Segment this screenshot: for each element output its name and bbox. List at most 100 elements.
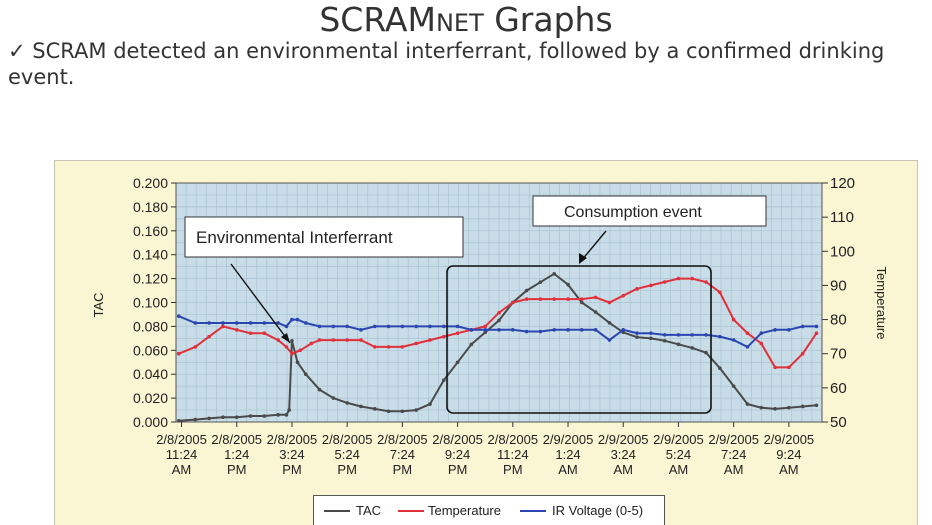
data-point-ir-voltage [193,321,198,325]
data-point-temperature [345,338,349,342]
x-tick-label: 2/9/2005 [598,432,649,447]
x-tick-label: 9:24 [445,447,470,462]
data-point-temperature [276,338,280,342]
x-tick-label: 11:24 [497,447,529,462]
data-point-ir-voltage [331,324,336,329]
y-tick-label: 0.120 [133,271,168,287]
x-tick-label: 1:24 [224,447,249,462]
data-point-ir-voltage [593,328,598,332]
legend-label-ir-voltage: IR Voltage (0-5) [552,503,644,518]
y2-tick-label: 70 [830,346,847,363]
data-point-temperature [745,331,750,336]
data-point-ir-voltage [248,321,253,325]
data-point-ir-voltage [295,317,300,322]
data-point-temperature [234,328,239,332]
data-point-temperature [414,341,418,346]
x-tick-label: 2/8/2005 [377,432,428,447]
y2-tick-label: 50 [830,414,847,431]
data-point-temperature [800,351,805,356]
data-point-ir-voltage [649,331,653,336]
x-tick-label: 5:24 [666,447,691,462]
x-tick-label: 2/9/2005 [543,432,594,447]
data-point-temperature [635,287,639,291]
legend-swatch-tac [324,510,350,512]
data-point-temperature [317,338,322,342]
data-point-temperature [441,334,446,339]
data-point-tac [690,346,695,350]
x-tick-label: 2/8/2005 [322,432,373,447]
y-tick-label: 0.000 [133,414,168,430]
annotation-arrowhead-consumption [579,253,587,264]
x-tick-label: AM [724,462,744,477]
data-point-tac [400,409,405,414]
x-tick-label: PM [227,462,247,477]
data-point-temperature [483,324,487,329]
data-point-ir-voltage [414,324,418,329]
y-tick-label: 0.040 [133,366,168,382]
x-tick-label: PM [393,462,413,477]
data-point-temperature [372,345,377,349]
y2-axis-title: Temperature [874,267,889,340]
data-point-temperature [290,351,294,356]
data-point-temperature [207,334,211,339]
data-point-ir-voltage [787,328,791,332]
y-tick-label: 0.200 [133,175,168,191]
x-tick-label: AM [779,462,799,477]
data-point-tac [759,405,764,410]
data-point-tac [745,402,750,406]
x-tick-label: PM [503,462,523,477]
x-tick-label: 7:24 [721,447,746,462]
data-point-tac [524,288,529,293]
x-tick-label: 11:24 [166,447,198,462]
data-point-ir-voltage [207,321,211,325]
annotation-arrowhead-interferrant [281,333,290,343]
annotation-arrow-interferrant [230,263,291,344]
data-point-tac [662,338,667,343]
x-tick-label: 2/9/2005 [764,432,815,447]
annotation-box-interferrant [184,216,464,258]
x-tick-label: PM [337,462,357,477]
data-point-tac [290,338,294,343]
y-tick-label: 0.060 [133,342,168,358]
slide-title-small: NET [435,9,484,37]
data-point-tac [345,401,349,405]
data-point-ir-voltage [524,329,529,334]
data-point-tac [207,416,211,421]
data-point-temperature [248,331,253,336]
y-tick-label: 0.020 [133,390,168,406]
data-point-temperature [552,297,557,301]
y2-tick-label: 80 [830,312,847,329]
data-point-ir-voltage [607,338,612,342]
y2-tick-label: 120 [830,175,855,192]
data-point-tac [414,408,418,412]
data-point-temperature [331,338,336,342]
data-point-temperature [524,297,529,301]
data-point-ir-voltage [759,331,764,336]
annotation-label-consumption: Consumption event [564,204,702,221]
data-point-tac [359,404,363,409]
x-tick-label: AM [669,462,689,477]
data-point-temperature [566,297,570,301]
data-point-tac [372,407,377,411]
data-point-temperature [580,297,584,301]
data-point-tac [317,387,322,392]
data-point-temperature [787,365,791,370]
data-point-temperature [284,345,289,349]
data-point-tac [469,342,474,347]
data-point-temperature [773,365,777,370]
x-tick-label: 1:24 [555,447,580,462]
data-point-tac [552,272,557,276]
y-tick-label: 0.100 [133,295,168,311]
annotation-arrow-consumption [580,230,607,262]
data-point-tac [593,310,598,314]
data-point-ir-voltage [635,331,639,336]
data-point-tac [773,407,777,411]
data-point-ir-voltage [221,321,225,325]
data-point-tac [455,360,460,365]
data-point-ir-voltage [317,324,322,329]
data-point-tac [428,402,432,406]
data-point-temperature [676,276,681,281]
y-tick-label: 0.080 [133,318,168,334]
data-point-temperature [359,338,363,342]
